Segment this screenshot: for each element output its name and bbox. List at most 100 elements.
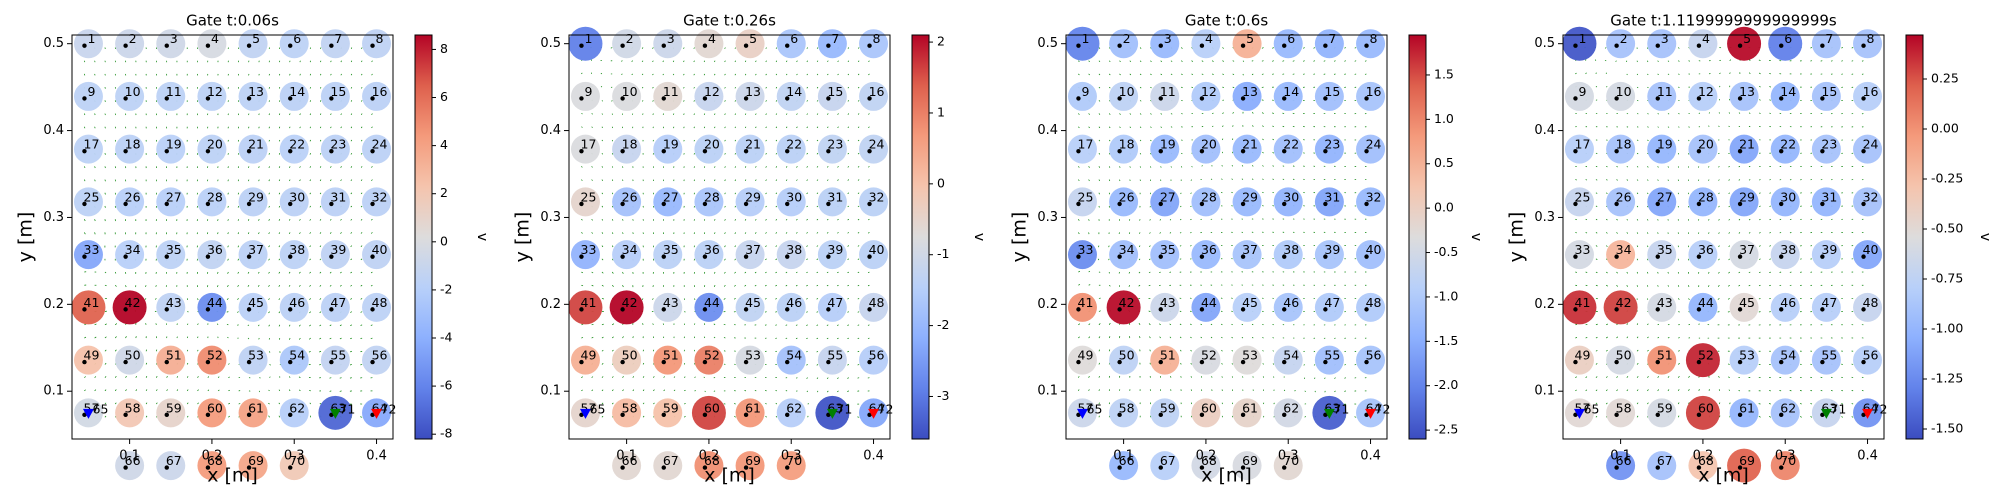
node-label: 58 [125, 400, 141, 415]
colorbar [1408, 34, 1427, 440]
quiver-arrow [1841, 389, 1843, 392]
quiver-arrow [1677, 389, 1680, 392]
quiver-arrow [1677, 402, 1680, 405]
node-label: 33 [84, 242, 100, 257]
quiver-arrow [1606, 284, 1608, 287]
quiver-arrow [816, 232, 819, 234]
colorbar-tick-label: -0.5 [1434, 244, 1458, 259]
node-18 [115, 134, 145, 164]
quiver-arrow [125, 336, 127, 339]
quiver-arrow [826, 179, 829, 181]
quiver-arrow [857, 258, 860, 260]
node-label: 12 [207, 84, 223, 99]
quiver-arrow [857, 179, 860, 181]
quiver-arrow [693, 100, 695, 102]
node-12 [1688, 81, 1718, 111]
quiver-arrow [744, 232, 747, 234]
quiver-arrow [1211, 376, 1213, 378]
quiver-arrow [309, 284, 311, 287]
quiver-arrow [754, 284, 757, 287]
node-dot [867, 254, 872, 259]
quiver-arrow [360, 232, 363, 234]
quiver-arrow [1150, 73, 1152, 76]
node-39 [320, 240, 350, 270]
node-label: 32 [372, 189, 388, 204]
quiver-arrow [1768, 415, 1772, 418]
node-dot [1158, 412, 1163, 418]
quiver-arrow [299, 166, 301, 168]
node-label: 37 [1242, 242, 1258, 257]
node-dot [1655, 148, 1660, 154]
quiver-arrow [1728, 232, 1730, 234]
quiver-arrow [611, 100, 613, 102]
quiver-arrow [288, 271, 291, 274]
quiver-arrow [591, 323, 594, 326]
quiver-arrow [319, 139, 322, 142]
quiver-arrow [1861, 60, 1864, 62]
quiver-arrow [744, 284, 747, 287]
quiver-arrow [611, 166, 614, 168]
quiver-arrow [104, 336, 107, 339]
quiver-arrow [642, 100, 644, 102]
node-dot [661, 412, 666, 418]
node-label: 50 [1616, 348, 1632, 363]
quiver-arrow [360, 311, 363, 313]
quiver-arrow [868, 179, 870, 181]
node-50 [1606, 345, 1636, 375]
node-label: 53 [1242, 348, 1258, 363]
quiver-arrow [1354, 47, 1357, 49]
node-label: 34 [125, 242, 141, 257]
node-label: 9 [1081, 84, 1089, 99]
quiver-arrow [330, 73, 332, 76]
quiver-arrow [1088, 376, 1090, 378]
quiver-arrow [1657, 113, 1659, 115]
quiver-arrow [1272, 60, 1274, 62]
quiver-arrow [197, 298, 199, 301]
quiver-arrow [1190, 192, 1192, 194]
quiver-arrow [1758, 415, 1761, 418]
quiver-arrow [765, 232, 767, 234]
quiver-arrow [1636, 166, 1639, 168]
quiver-arrow [806, 126, 808, 129]
quiver-arrow [1232, 73, 1235, 76]
node-10 [1606, 81, 1636, 111]
quiver-arrow [775, 86, 778, 89]
node-14 [1273, 81, 1303, 111]
quiver-arrow [601, 192, 604, 195]
quiver-arrow [1769, 205, 1771, 207]
node-dot [329, 148, 334, 154]
node-33 [1564, 240, 1594, 270]
quiver-arrow [1636, 232, 1639, 234]
quiver-arrow [806, 100, 808, 102]
node-dot [620, 96, 625, 101]
quiver-arrow [816, 100, 819, 102]
quiver-arrow [104, 284, 107, 287]
node-label: 50 [125, 348, 141, 363]
quiver-arrow [775, 47, 778, 49]
node-dot [205, 201, 211, 207]
node-label: 1 [1578, 31, 1586, 46]
quiver-arrow [1698, 389, 1700, 391]
quiver-arrow [309, 113, 312, 116]
node-dot [329, 412, 334, 418]
quiver-arrow [857, 47, 860, 49]
quiver-arrow [298, 324, 301, 327]
node-label: 41 [1078, 295, 1094, 310]
node-label: 45 [1739, 295, 1755, 310]
quiver-arrow [714, 166, 716, 168]
quiver-arrow [299, 126, 301, 129]
quiver-arrow [713, 285, 716, 287]
node-55 [1314, 345, 1344, 375]
node-label: 22 [1780, 137, 1796, 152]
node-dot [1240, 359, 1246, 365]
quiver-arrow [755, 113, 757, 115]
node-23 [1314, 134, 1344, 164]
quiver-arrow [1718, 245, 1720, 248]
node-5 [238, 29, 268, 59]
x-axis-label: x [m] [704, 465, 755, 487]
marker-triangle-65 [82, 408, 94, 419]
quiver-arrow [299, 218, 301, 221]
quiver-arrow [1262, 138, 1264, 141]
node-55 [320, 345, 350, 375]
quiver-arrow [662, 323, 664, 325]
